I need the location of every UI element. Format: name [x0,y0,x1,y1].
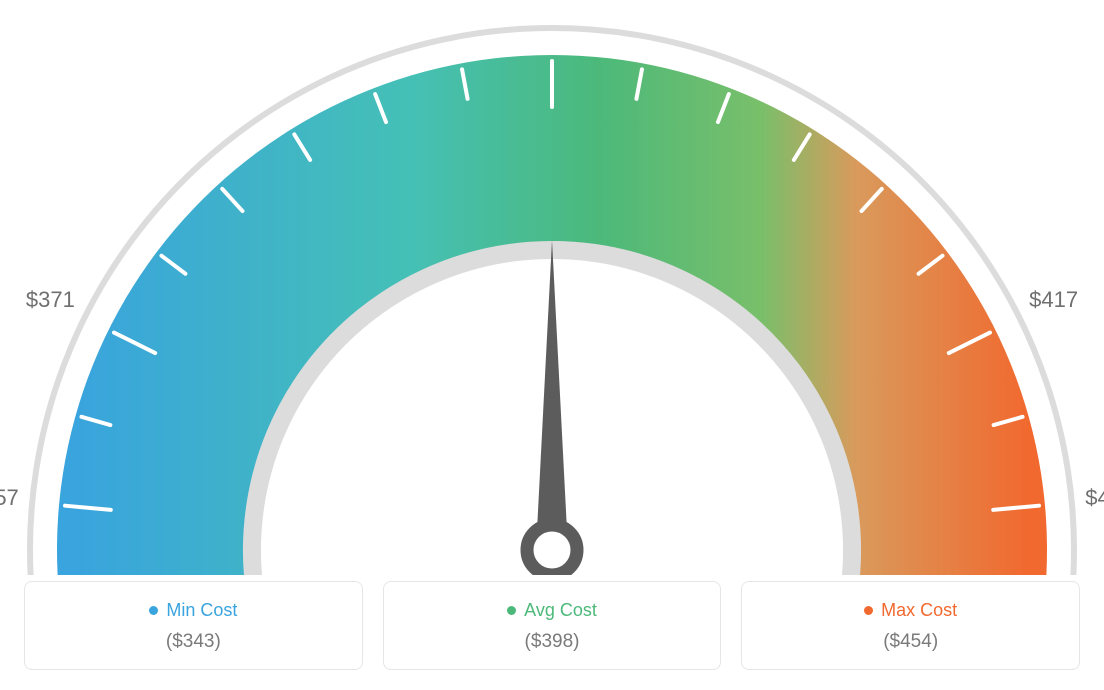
svg-text:$417: $417 [1029,287,1078,312]
legend-card-max: Max Cost ($454) [741,581,1080,670]
legend-value-min: ($343) [35,631,352,653]
legend-text-avg: Avg Cost [524,600,597,621]
legend-dot-avg [507,606,516,615]
legend-value-max: ($454) [752,631,1069,653]
svg-text:$436: $436 [1085,485,1104,510]
legend-card-avg: Avg Cost ($398) [383,581,722,670]
svg-text:$398: $398 [528,0,577,1]
gauge-svg: $343$357$371$398$417$436$454 [0,0,1104,575]
legend-row: Min Cost ($343) Avg Cost ($398) Max Cost… [24,581,1080,670]
legend-text-min: Min Cost [166,600,237,621]
chart-container: $343$357$371$398$417$436$454 Min Cost ($… [0,0,1104,690]
gauge-chart: $343$357$371$398$417$436$454 [0,0,1104,560]
legend-label-min: Min Cost [35,600,352,621]
legend-label-avg: Avg Cost [394,600,711,621]
legend-card-min: Min Cost ($343) [24,581,363,670]
legend-value-avg: ($398) [394,631,711,653]
svg-text:$371: $371 [26,287,75,312]
legend-text-max: Max Cost [881,600,957,621]
svg-text:$357: $357 [0,485,19,510]
legend-label-max: Max Cost [752,600,1069,621]
legend-dot-min [149,606,158,615]
legend-dot-max [864,606,873,615]
